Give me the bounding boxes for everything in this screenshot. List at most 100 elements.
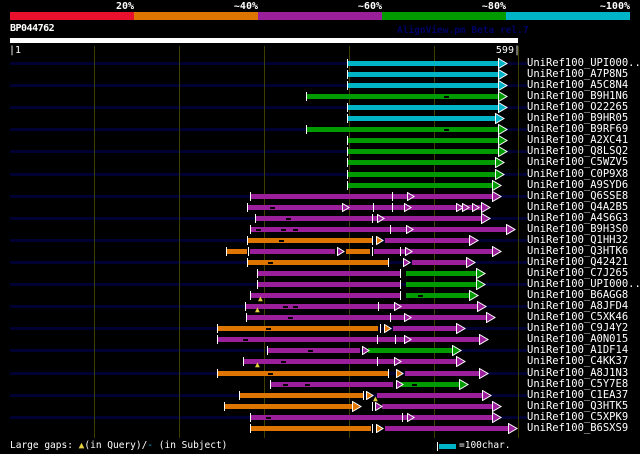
hsp-bar[interactable] <box>306 127 500 132</box>
alignment-row[interactable]: UniRef100_C7J265 <box>0 267 640 280</box>
alignment-row[interactable]: UniRef100_C9J4Y2 <box>0 322 640 335</box>
alignment-row[interactable]: UniRef100_C0P9X8 <box>0 168 640 181</box>
hsp-bar[interactable] <box>406 282 477 287</box>
hit-label[interactable]: UniRef100_B9HR05 <box>527 112 629 124</box>
hsp-bar[interactable] <box>347 116 496 121</box>
hit-label[interactable]: UniRef100_Q6SSE8 <box>527 190 629 202</box>
alignment-row[interactable]: UniRef100_UPI000.. <box>0 278 640 291</box>
hsp-bar[interactable] <box>405 371 480 376</box>
alignment-row[interactable]: UniRef100_Q3HTK6 <box>0 245 640 258</box>
alignment-row[interactable]: ▲ UniRef100_A8JFD4 <box>0 300 640 314</box>
hit-label[interactable]: UniRef100_C0P9X8 <box>527 168 629 180</box>
hit-label[interactable]: UniRef100_C5WZV5 <box>527 156 629 168</box>
alignment-row[interactable]: UniRef100_C5XK46 <box>0 312 640 324</box>
hsp-bar[interactable] <box>377 393 483 398</box>
hsp-bar[interactable] <box>347 72 499 77</box>
alignment-row[interactable]: UniRef100_A5C8N4 <box>0 79 640 92</box>
alignment-row[interactable]: UniRef100_UPI000.. <box>0 57 640 70</box>
hsp-bar[interactable] <box>374 249 493 254</box>
hit-label[interactable]: UniRef100_Q42421 <box>527 256 629 268</box>
alignment-row[interactable]: UniRef100_Q6SSE8 <box>0 190 640 203</box>
hit-label[interactable]: UniRef100_Q3HTK6 <box>527 245 629 257</box>
alignment-row[interactable]: UniRef100_Q42421 <box>0 256 640 269</box>
hsp-bar[interactable] <box>347 61 499 66</box>
hit-label[interactable]: UniRef100_C7J265 <box>527 267 629 279</box>
hsp-bar[interactable] <box>250 293 400 298</box>
hsp-bar[interactable] <box>224 404 353 409</box>
hit-label[interactable]: UniRef100_C9J4Y2 <box>527 322 629 334</box>
hsp-bar[interactable] <box>382 404 493 409</box>
hit-label[interactable]: UniRef100_A4S6G3 <box>527 212 629 224</box>
hit-label[interactable]: UniRef100_Q4A2B5 <box>527 201 629 213</box>
hit-label[interactable]: UniRef100_UPI000.. <box>527 57 640 69</box>
alignment-row[interactable]: UniRef100_A0N015 <box>0 333 640 346</box>
hsp-bar[interactable] <box>250 194 493 199</box>
hsp-bar[interactable] <box>247 260 388 265</box>
alignment-row[interactable]: UniRef100_Q1HH32 <box>0 234 640 247</box>
alignment-row[interactable]: UniRef100_A2XC41 <box>0 135 640 147</box>
hit-label[interactable]: UniRef100_C5Y7E8 <box>527 378 629 390</box>
hsp-bar[interactable] <box>270 382 393 387</box>
alignment-row[interactable]: UniRef100_A7P8N5 <box>0 68 640 81</box>
hit-label[interactable]: UniRef100_A9SYD6 <box>527 179 629 191</box>
hit-label[interactable]: UniRef100_C5XPK9 <box>527 411 629 423</box>
hit-label[interactable]: UniRef100_C1EA37 <box>527 389 629 401</box>
alignment-row[interactable]: ▲ UniRef100_C1EA37 <box>0 389 640 403</box>
hsp-bar[interactable] <box>250 227 507 232</box>
hit-label[interactable]: UniRef100_B9H3S0 <box>527 223 629 235</box>
hit-label[interactable]: UniRef100_UPI000.. <box>527 278 640 290</box>
hit-label[interactable]: UniRef100_A7P8N5 <box>527 68 629 80</box>
alignment-row[interactable]: UniRef100_A9SYD6 <box>0 179 640 192</box>
hsp-bar[interactable] <box>226 249 247 254</box>
hit-label[interactable]: UniRef100_A8J1N3 <box>527 367 629 379</box>
hsp-bar[interactable] <box>267 348 360 353</box>
hit-label[interactable]: UniRef100_Q3HTK5 <box>527 400 629 412</box>
hsp-bar[interactable] <box>217 371 388 376</box>
alignment-row[interactable]: UniRef100_B9HR05 <box>0 112 640 125</box>
alignment-row[interactable]: UniRef100_Q3HTK5 <box>0 400 640 413</box>
alignment-row[interactable]: UniRef100_B9H3S0 <box>0 223 640 236</box>
hsp-bar[interactable] <box>385 238 470 243</box>
hit-label[interactable]: UniRef100_Q8LSQ2 <box>527 145 629 157</box>
hsp-bar[interactable] <box>247 238 372 243</box>
hsp-bar[interactable] <box>368 348 453 353</box>
hit-label[interactable]: UniRef100_A1DF14 <box>527 344 629 356</box>
alignment-row[interactable]: UniRef100_B9H1N6 <box>0 90 640 103</box>
alignment-row[interactable]: ▲ UniRef100_C4KK37 <box>0 355 640 369</box>
hsp-bar[interactable] <box>347 183 493 188</box>
alignment-row[interactable]: UniRef100_Q8LSQ2 <box>0 145 640 158</box>
hit-label[interactable]: UniRef100_B9RF69 <box>527 123 629 135</box>
hsp-bar[interactable] <box>255 216 483 221</box>
hit-label[interactable]: UniRef100_B6SXS9 <box>527 422 629 434</box>
hit-label[interactable]: UniRef100_A8JFD4 <box>527 300 629 312</box>
alignment-row[interactable]: UniRef100_B9RF69 <box>0 123 640 136</box>
hsp-bar[interactable] <box>347 160 496 165</box>
hsp-bar[interactable] <box>406 293 471 298</box>
hsp-bar[interactable] <box>412 260 467 265</box>
hsp-bar[interactable] <box>347 105 499 110</box>
alignment-row[interactable]: UniRef100_C5WZV5 <box>0 156 640 169</box>
hsp-bar[interactable] <box>306 94 500 99</box>
hsp-bar[interactable] <box>239 393 363 398</box>
alignment-row[interactable]: UniRef100_O22265 <box>0 102 640 114</box>
hit-label[interactable]: UniRef100_A0N015 <box>527 333 629 345</box>
hit-label[interactable]: UniRef100_Q1HH32 <box>527 234 629 246</box>
hsp-bar[interactable] <box>347 149 499 154</box>
alignment-row[interactable]: UniRef100_A1DF14 <box>0 344 640 357</box>
hit-label[interactable]: UniRef100_B6AGG8 <box>527 289 629 301</box>
alignment-row[interactable]: UniRef100_Q4A2B5 <box>0 201 640 214</box>
hit-label[interactable]: UniRef100_C4KK37 <box>527 355 629 367</box>
hsp-bar[interactable] <box>243 359 457 364</box>
hsp-bar[interactable] <box>347 83 499 88</box>
alignment-row[interactable]: ▲ UniRef100_B6AGG8 <box>0 289 640 303</box>
hsp-bar[interactable] <box>250 249 335 254</box>
hit-label[interactable]: UniRef100_A5C8N4 <box>527 79 629 91</box>
alignment-row[interactable]: UniRef100_A8J1N3 <box>0 367 640 380</box>
hsp-bar[interactable] <box>257 282 400 287</box>
alignment-row[interactable]: UniRef100_C5XPK9 <box>0 411 640 424</box>
hit-label[interactable]: UniRef100_B9H1N6 <box>527 90 629 102</box>
hsp-bar[interactable] <box>400 382 460 387</box>
hsp-bar[interactable] <box>346 249 370 254</box>
alignment-row[interactable]: UniRef100_C5Y7E8 <box>0 378 640 391</box>
hsp-bar[interactable] <box>247 205 482 210</box>
